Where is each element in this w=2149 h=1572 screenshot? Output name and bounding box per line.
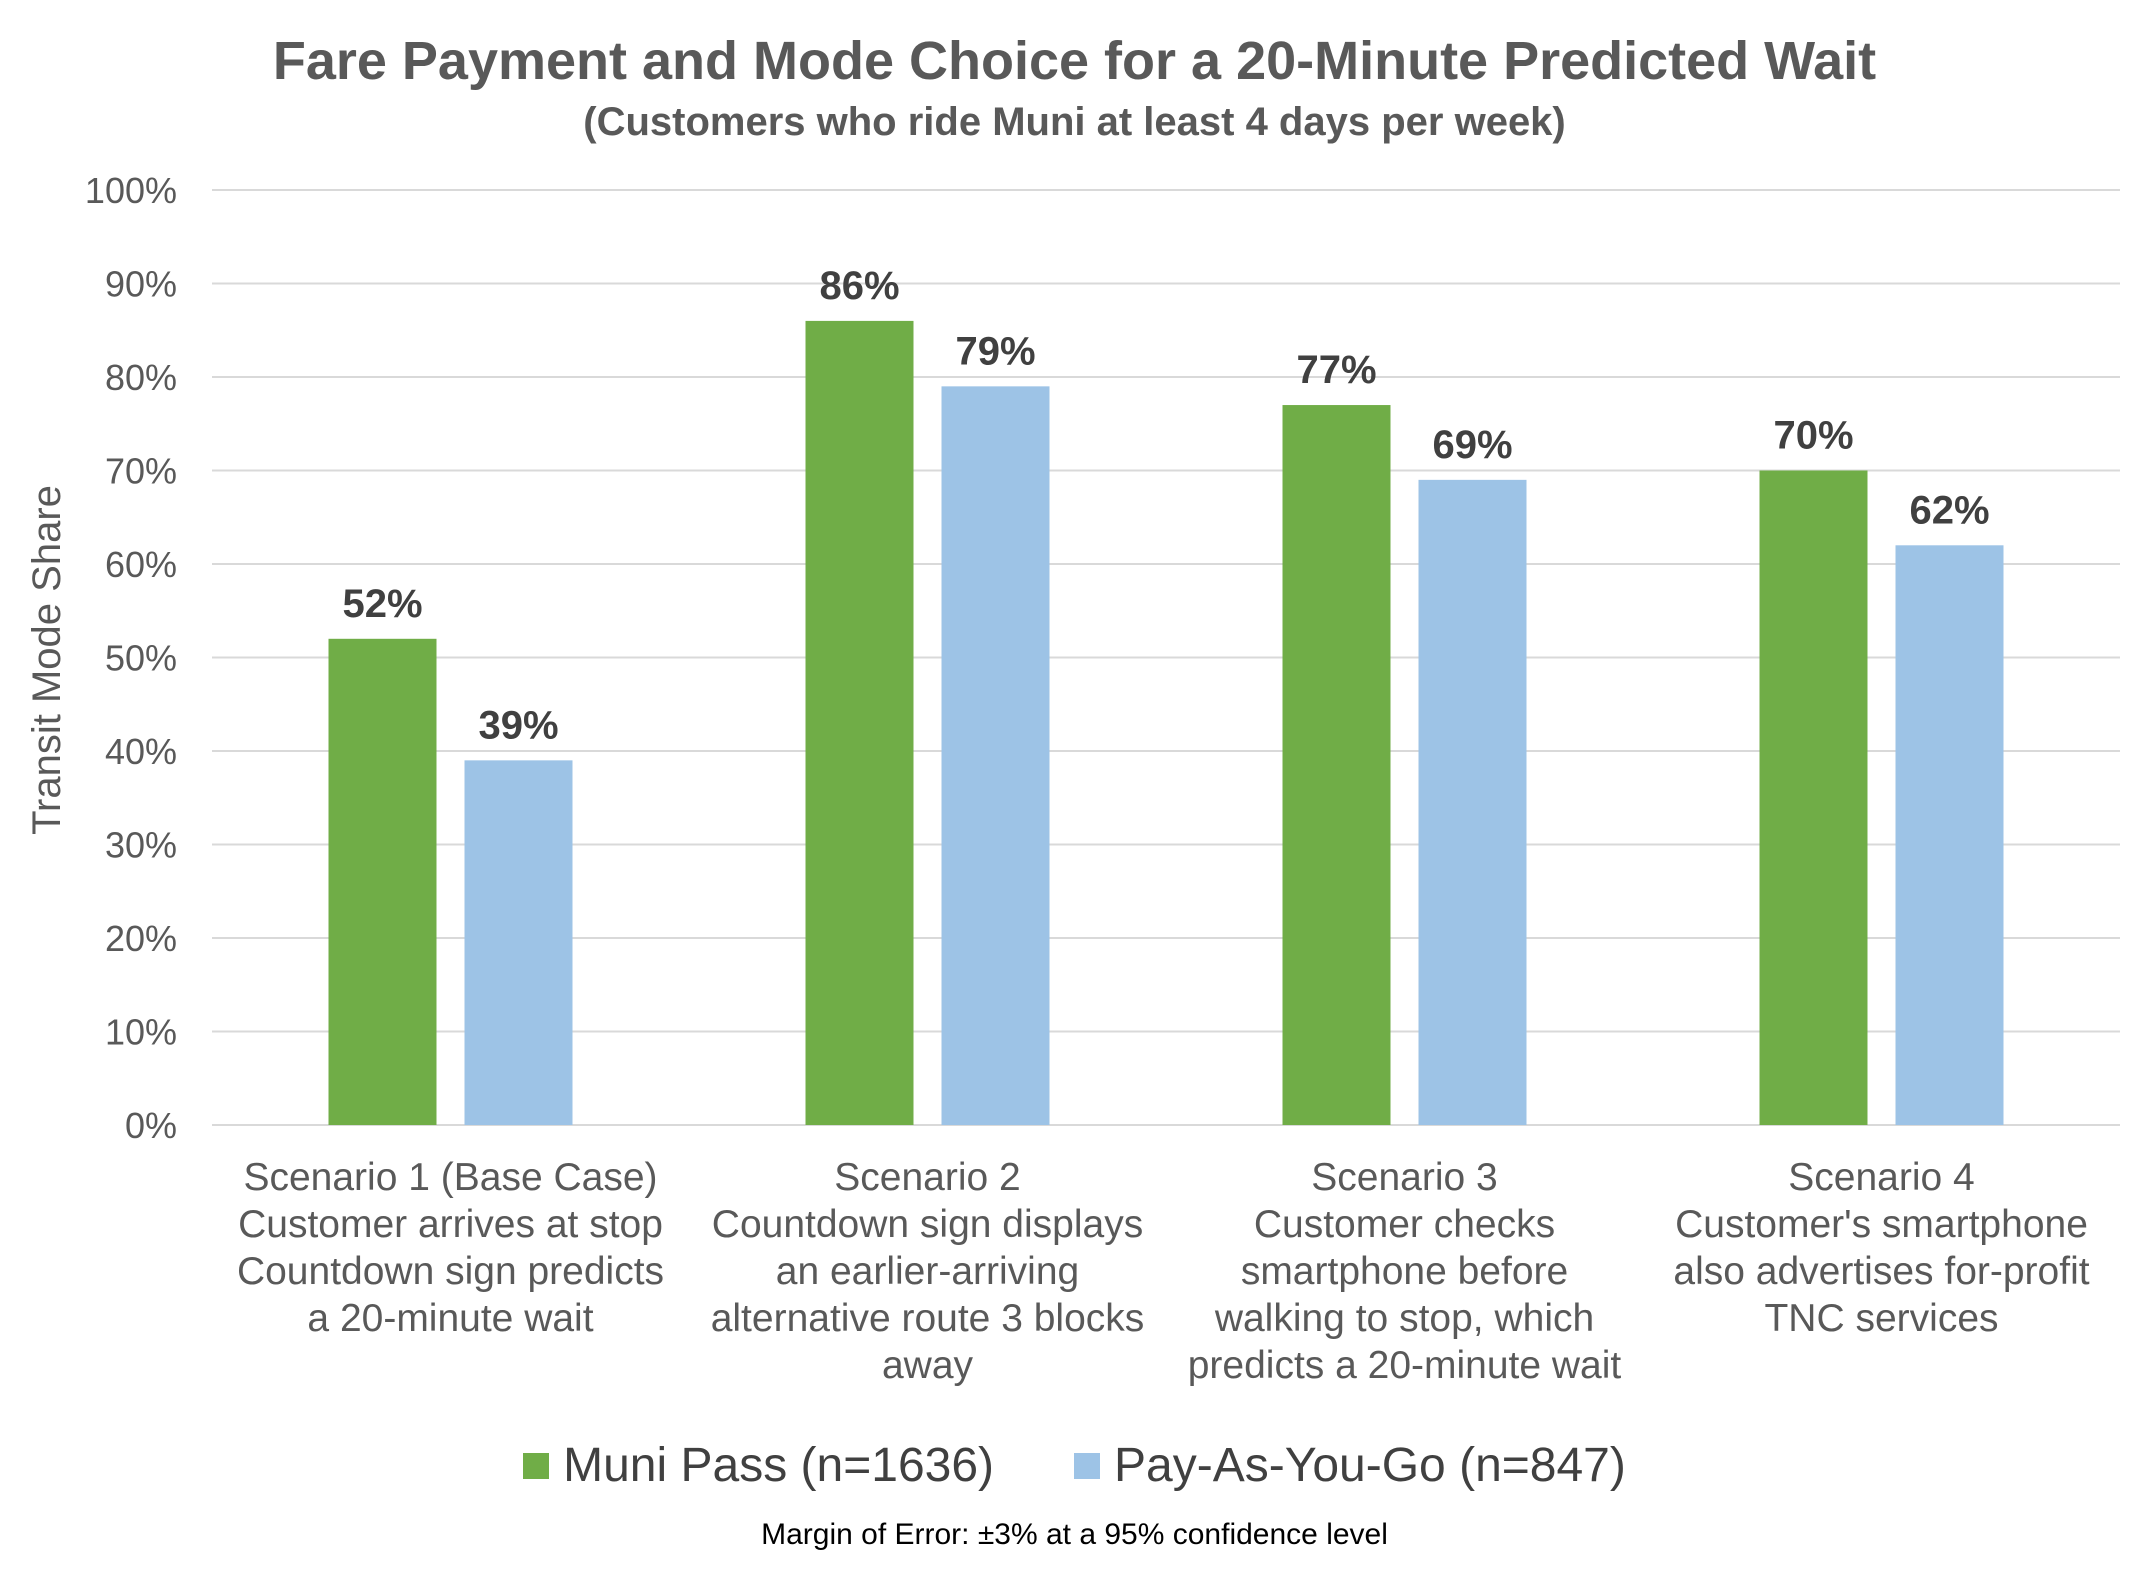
legend: Muni Pass (n=1636) Pay-As-You-Go (n=847) <box>0 1438 2149 1493</box>
y-tick-label: 100% <box>85 170 177 211</box>
legend-label-pay-as-you-go: Pay-As-You-Go (n=847) <box>1114 1439 1626 1492</box>
x-category-label: Customer checks <box>1254 1203 1555 1246</box>
x-category-label: also advertises for-profit <box>1673 1250 2089 1293</box>
bar-pay-as-you-go <box>941 386 1050 1126</box>
x-category-label: a 20-minute wait <box>307 1297 593 1340</box>
y-tick-label: 40% <box>105 731 177 772</box>
y-tick-label: 50% <box>105 638 177 679</box>
x-category-label: Scenario 2 <box>834 1156 1020 1199</box>
data-label: 79% <box>955 329 1035 373</box>
legend-label-muni-pass: Muni Pass (n=1636) <box>563 1439 995 1492</box>
x-category-label: TNC services <box>1764 1297 1998 1340</box>
y-axis-title: Transit Mode Share <box>25 485 69 835</box>
legend-swatch-pay-as-you-go <box>1074 1452 1101 1479</box>
x-category-label: smartphone before <box>1241 1250 1568 1293</box>
bar-muni-pass <box>328 638 437 1125</box>
bar-pay-as-you-go <box>464 760 573 1125</box>
x-category-label: walking to stop, which <box>1214 1297 1594 1340</box>
x-category-label: Scenario 1 (Base Case) <box>243 1156 657 1199</box>
y-axis-ticks: 0% 10% 20% 30% 40% 50% 60% 70% 80% 90% 100% <box>85 170 177 1146</box>
x-axis-categories: Scenario 1 (Base Case)Customer arrives a… <box>237 1156 2090 1387</box>
legend-swatch-muni-pass <box>523 1452 550 1479</box>
bar-muni-pass <box>1282 405 1391 1125</box>
x-category-label: Customer arrives at stop <box>238 1203 663 1246</box>
legend-item-pay-as-you-go: Pay-As-You-Go (n=847) <box>1074 1438 1626 1493</box>
x-category-label: Scenario 3 <box>1311 1156 1497 1199</box>
x-category-label: Customer's smartphone <box>1675 1203 2088 1246</box>
x-category-label: predicts a 20-minute wait <box>1188 1344 1622 1387</box>
y-tick-label: 60% <box>105 544 177 585</box>
y-tick-label: 20% <box>105 918 177 959</box>
y-tick-label: 90% <box>105 264 177 305</box>
data-label: 70% <box>1773 414 1853 458</box>
y-tick-label: 70% <box>105 451 177 492</box>
x-category-label: Scenario 4 <box>1788 1156 1974 1199</box>
bar-pay-as-you-go <box>1418 479 1527 1126</box>
y-tick-label: 0% <box>125 1105 177 1146</box>
data-labels: 52% 39% 86% 79% 77% 69% 70% 62% <box>342 264 1989 747</box>
x-category-label: Countdown sign predicts <box>237 1250 664 1293</box>
x-category-label: alternative route 3 blocks <box>711 1297 1145 1340</box>
data-label: 39% <box>478 703 558 747</box>
data-label: 77% <box>1296 348 1376 392</box>
data-label: 69% <box>1432 423 1512 467</box>
legend-item-muni-pass: Muni Pass (n=1636) <box>523 1438 994 1493</box>
bar-muni-pass <box>1759 470 1868 1125</box>
footnote: Margin of Error: ±3% at a 95% confidence… <box>761 1518 1388 1551</box>
x-category-label: away <box>882 1344 974 1387</box>
data-label: 86% <box>819 264 899 308</box>
bars <box>328 320 2004 1126</box>
chart-subtitle: (Customers who ride Muni at least 4 days… <box>583 100 1566 144</box>
x-category-label: Countdown sign displays <box>712 1203 1143 1246</box>
data-label: 62% <box>1909 488 1989 532</box>
data-label: 52% <box>342 582 422 626</box>
bar-pay-as-you-go <box>1895 545 2004 1125</box>
chart-title: Fare Payment and Mode Choice for a 20-Mi… <box>272 31 1877 91</box>
y-tick-label: 10% <box>105 1012 177 1053</box>
y-tick-label: 80% <box>105 357 177 398</box>
y-tick-label: 30% <box>105 825 177 866</box>
x-category-label: an earlier-arriving <box>776 1250 1079 1293</box>
bar-muni-pass <box>805 320 914 1125</box>
